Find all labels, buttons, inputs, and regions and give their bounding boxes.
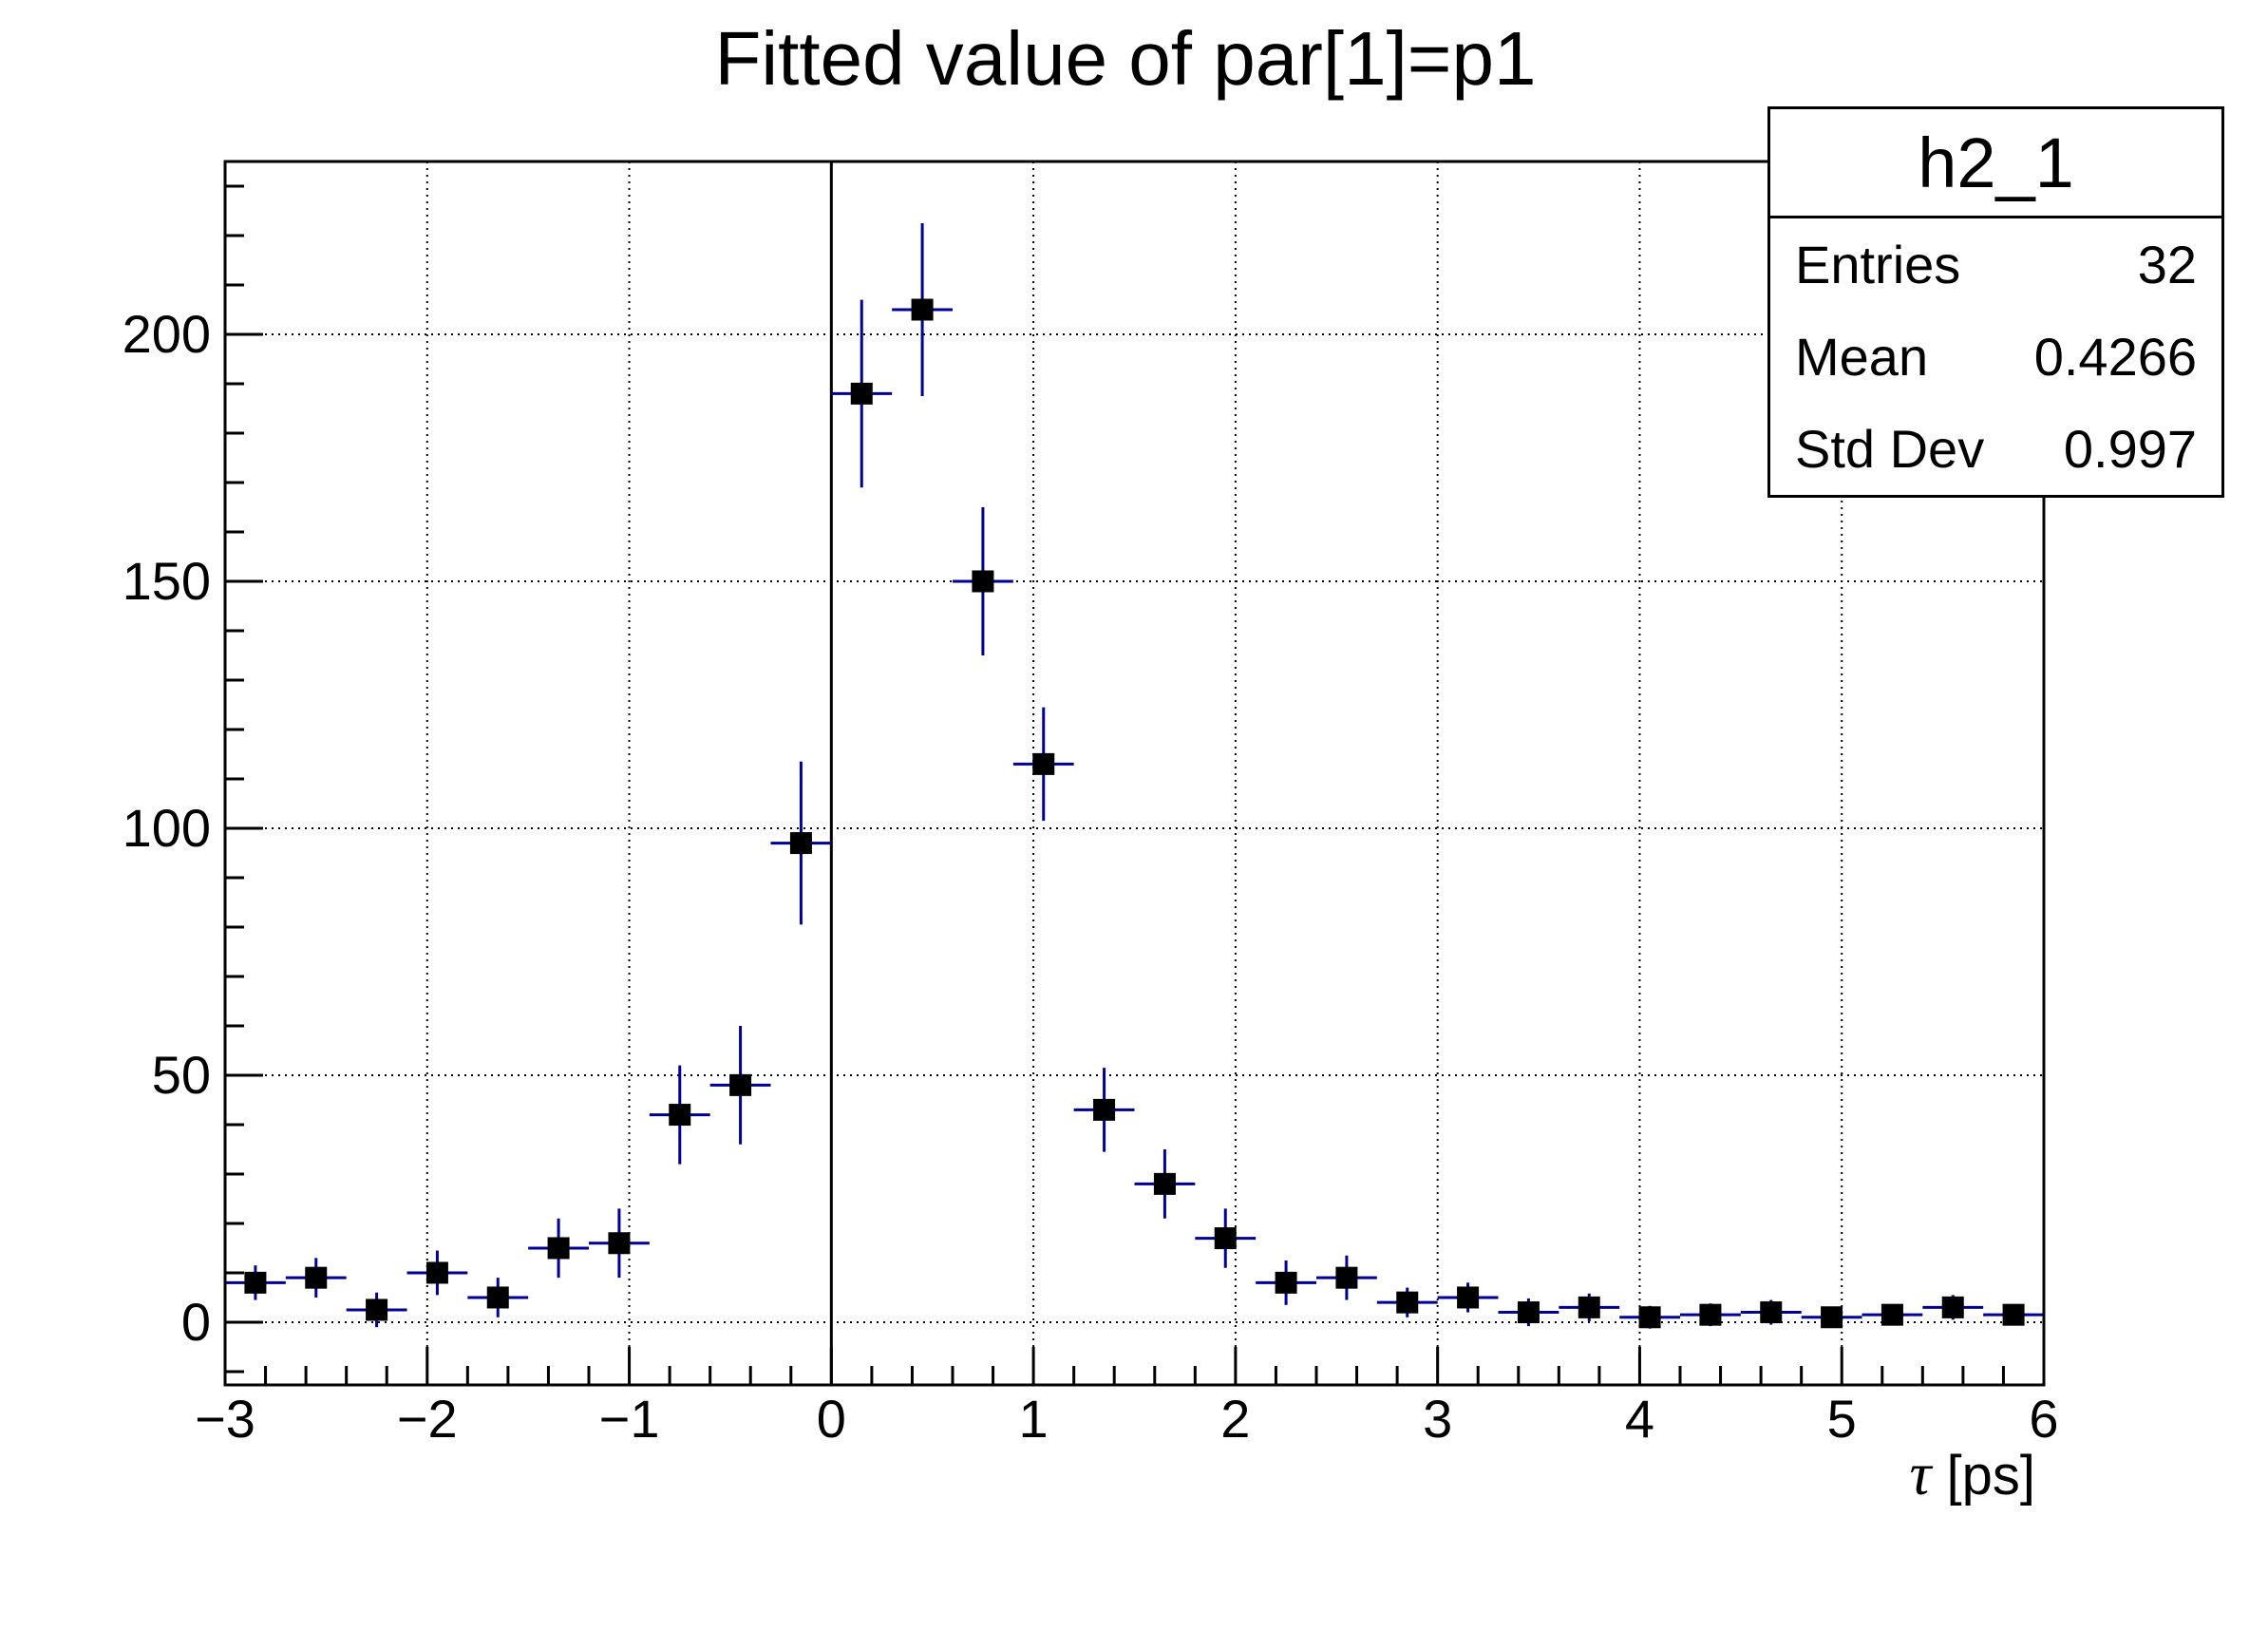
data-point-marker bbox=[1396, 1291, 1419, 1314]
data-point-marker bbox=[608, 1232, 631, 1255]
data-point-marker bbox=[789, 832, 812, 855]
data-point-marker bbox=[244, 1271, 267, 1294]
data-point-marker bbox=[425, 1261, 448, 1284]
data-point-marker bbox=[366, 1298, 388, 1321]
data-point-marker bbox=[1457, 1286, 1480, 1309]
data-point-marker bbox=[1093, 1098, 1116, 1121]
data-point-marker bbox=[1275, 1271, 1297, 1294]
stats-row-value: 0.997 bbox=[2063, 419, 2197, 479]
x-tick-label: 4 bbox=[1624, 1389, 1655, 1449]
data-point-marker bbox=[547, 1237, 570, 1260]
x-tick-label: 5 bbox=[1826, 1389, 1857, 1449]
chart-title: Fitted value of par[1]=p1 bbox=[714, 16, 1537, 101]
data-point-marker bbox=[1881, 1303, 1903, 1326]
data-point-marker bbox=[1578, 1296, 1600, 1318]
stats-row: Entries 32 bbox=[1770, 218, 2221, 311]
stats-box: h2_1 Entries 32 Mean 0.4266 Std Dev 0.997 bbox=[1767, 106, 2224, 498]
data-point-marker bbox=[1214, 1227, 1237, 1250]
tau-symbol: τ bbox=[1909, 1440, 1932, 1507]
data-point-marker bbox=[2002, 1303, 2025, 1326]
stats-row-value: 0.4266 bbox=[2033, 327, 2197, 387]
stats-rows: Entries 32 Mean 0.4266 Std Dev 0.997 bbox=[1770, 218, 2221, 495]
stats-row-label: Mean bbox=[1795, 327, 1929, 387]
x-axis-unit-label: [ps] bbox=[1931, 1445, 2036, 1507]
data-point-marker bbox=[1760, 1301, 1783, 1324]
y-tick-label: 100 bbox=[122, 797, 211, 858]
y-tick-label: 200 bbox=[122, 303, 211, 364]
data-point-marker bbox=[1032, 752, 1055, 775]
data-point-marker bbox=[1517, 1301, 1540, 1324]
stats-row-label: Std Dev bbox=[1795, 419, 1985, 479]
x-tick-label: 6 bbox=[2029, 1389, 2059, 1449]
stats-box-title: h2_1 bbox=[1770, 109, 2221, 218]
data-point-marker bbox=[972, 570, 994, 593]
x-axis-title: τ [ps] bbox=[1909, 1444, 2035, 1507]
x-tick-label: −2 bbox=[396, 1389, 458, 1449]
data-point-marker bbox=[1821, 1306, 1843, 1329]
data-point-marker bbox=[911, 298, 934, 321]
stats-row: Mean 0.4266 bbox=[1770, 311, 2221, 403]
y-tick-label: 50 bbox=[151, 1044, 211, 1105]
x-tick-label: 1 bbox=[1018, 1389, 1049, 1449]
data-point-marker bbox=[669, 1104, 691, 1127]
x-tick-label: 2 bbox=[1220, 1389, 1251, 1449]
data-point-marker bbox=[1153, 1172, 1176, 1195]
data-point-marker bbox=[1699, 1303, 1722, 1326]
x-tick-label: 3 bbox=[1423, 1389, 1453, 1449]
data-point-marker bbox=[486, 1286, 509, 1309]
stats-row-value: 32 bbox=[2137, 235, 2197, 294]
stats-row-label: Entries bbox=[1795, 235, 1961, 294]
plot-frame bbox=[223, 160, 2046, 1387]
data-point-marker bbox=[850, 382, 873, 405]
x-tick-label: 0 bbox=[816, 1389, 846, 1449]
data-point-marker bbox=[1638, 1306, 1661, 1329]
data-point-marker bbox=[1941, 1296, 1964, 1318]
data-point-marker bbox=[729, 1073, 752, 1096]
y-tick-label: 150 bbox=[122, 550, 211, 611]
stats-row: Std Dev 0.997 bbox=[1770, 403, 2221, 495]
data-point-marker bbox=[305, 1266, 328, 1289]
x-tick-label: −1 bbox=[598, 1389, 660, 1449]
data-point-marker bbox=[1335, 1266, 1358, 1289]
y-tick-label: 0 bbox=[180, 1291, 211, 1352]
x-tick-label: −3 bbox=[195, 1389, 255, 1449]
